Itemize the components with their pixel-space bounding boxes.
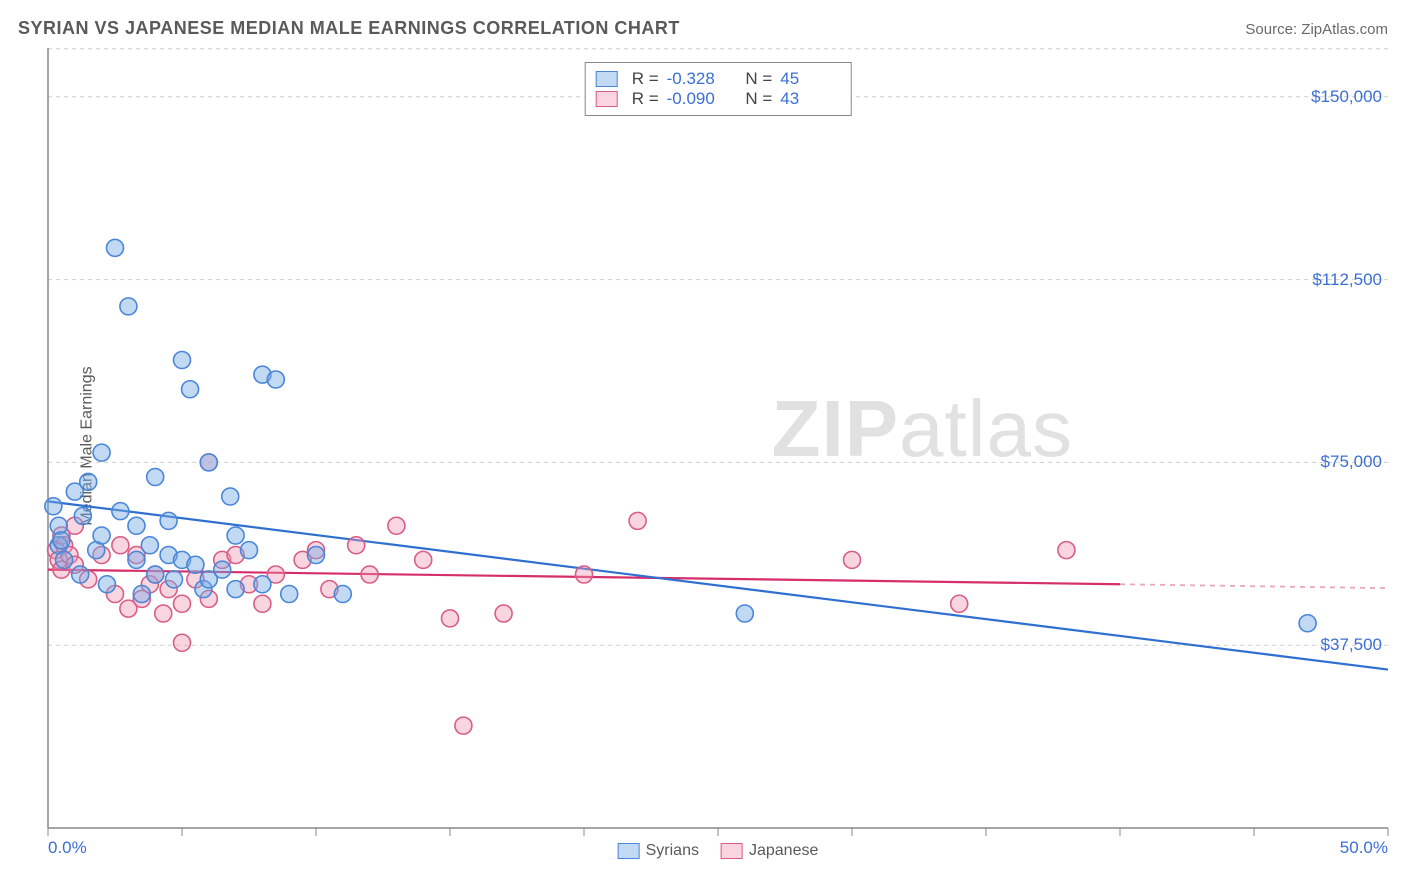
y-tick-label: $37,500	[1321, 635, 1382, 655]
swatch-syrians	[596, 71, 618, 87]
x-tick-label: 50.0%	[1340, 838, 1388, 858]
n-label: N =	[745, 89, 772, 109]
y-tick-label: $150,000	[1311, 87, 1382, 107]
plot-svg	[48, 48, 1388, 828]
source-attribution: Source: ZipAtlas.com	[1245, 21, 1388, 38]
series-legend: Syrians Japanese	[618, 842, 819, 860]
r-label: R =	[632, 89, 659, 109]
n-value-syrians: 45	[780, 69, 838, 89]
series-label-syrians: Syrians	[646, 842, 699, 859]
series-label-japanese: Japanese	[749, 842, 818, 859]
legend-row-syrians: R = -0.328 N = 45	[596, 69, 839, 89]
n-label: N =	[745, 69, 772, 89]
swatch-japanese-footer	[721, 843, 743, 859]
swatch-japanese	[596, 91, 618, 107]
chart-title: SYRIAN VS JAPANESE MEDIAN MALE EARNINGS …	[18, 18, 680, 39]
scatter-plot: ZIPatlas R = -0.328 N = 45 R = -0.090 N …	[48, 48, 1388, 828]
r-value-syrians: -0.328	[667, 69, 725, 89]
legend-row-japanese: R = -0.090 N = 43	[596, 89, 839, 109]
legend-item-syrians: Syrians	[618, 842, 699, 860]
source-prefix: Source:	[1245, 21, 1301, 38]
n-value-japanese: 43	[780, 89, 838, 109]
correlation-legend: R = -0.328 N = 45 R = -0.090 N = 43	[585, 62, 852, 116]
r-value-japanese: -0.090	[667, 89, 725, 109]
x-tick-label: 0.0%	[48, 838, 87, 858]
y-tick-label: $112,500	[1312, 270, 1382, 290]
swatch-syrians-footer	[618, 843, 640, 859]
legend-item-japanese: Japanese	[721, 842, 818, 860]
header: SYRIAN VS JAPANESE MEDIAN MALE EARNINGS …	[18, 18, 1388, 39]
r-label: R =	[632, 69, 659, 89]
y-tick-label: $75,000	[1321, 452, 1382, 472]
source-name: ZipAtlas.com	[1301, 21, 1388, 38]
